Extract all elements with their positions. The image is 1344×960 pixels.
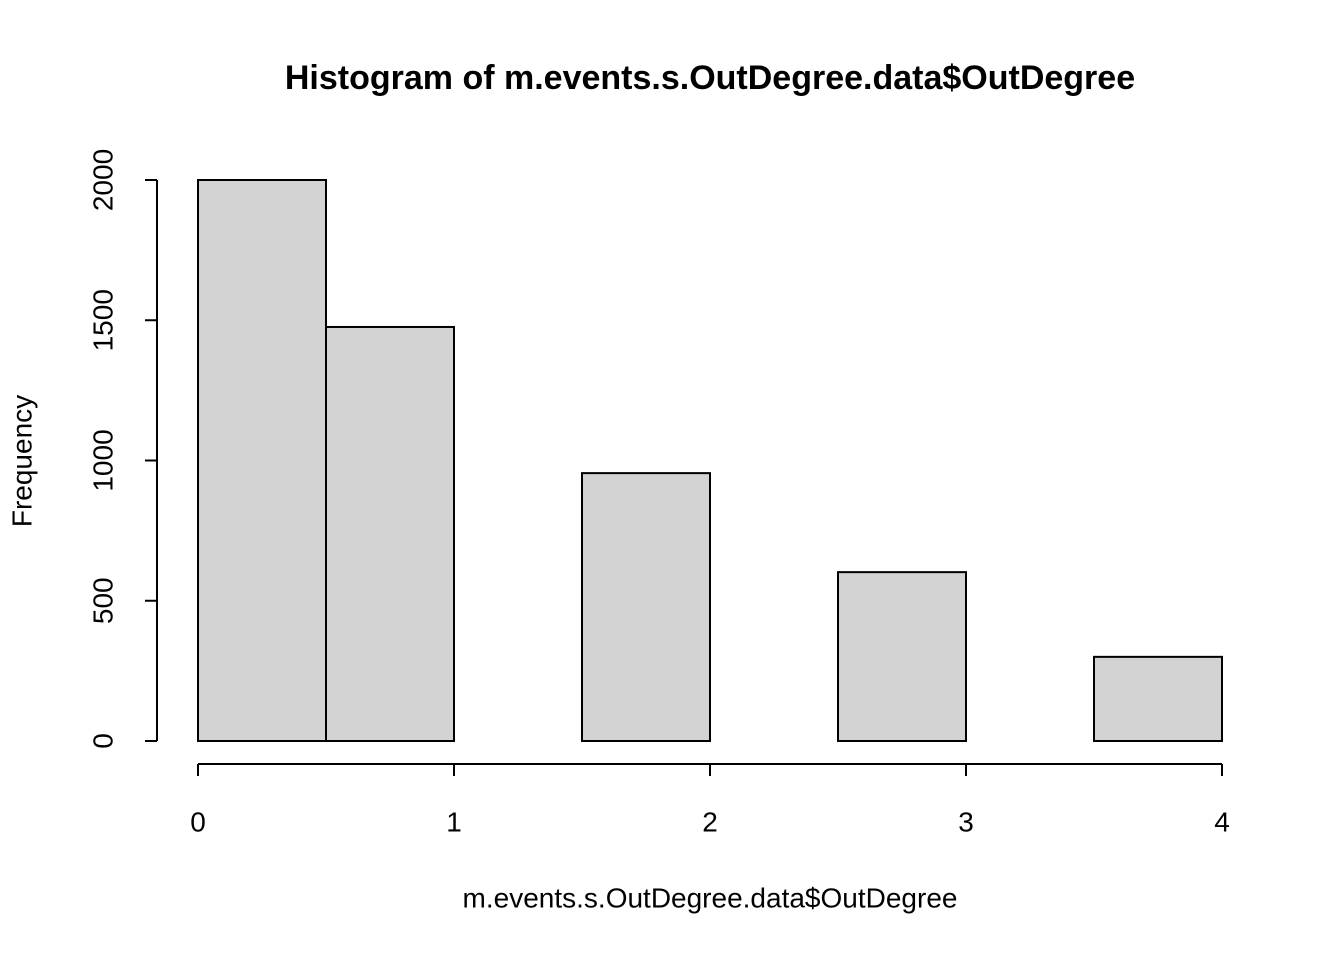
y-tick-label: 2000 [87,149,118,211]
bar [581,472,711,742]
bar [197,179,327,742]
x-tick-label: 1 [446,806,462,837]
y-tick-label: 1000 [87,429,118,491]
y-axis-label: Frequency [6,395,37,527]
x-tick-label: 3 [958,806,974,837]
y-tick-label: 1500 [87,289,118,351]
y-tick-label: 0 [87,733,118,749]
bar [837,571,967,742]
y-tick-label: 500 [87,577,118,624]
bar [1093,655,1223,742]
bar [325,325,455,742]
x-axis-label: m.events.s.OutDegree.data$OutDegree [463,882,958,913]
chart-title: Histogram of m.events.s.OutDegree.data$O… [285,59,1135,97]
x-tick-label: 4 [1214,806,1230,837]
x-tick-label: 2 [702,806,718,837]
x-tick-label: 0 [190,806,206,837]
